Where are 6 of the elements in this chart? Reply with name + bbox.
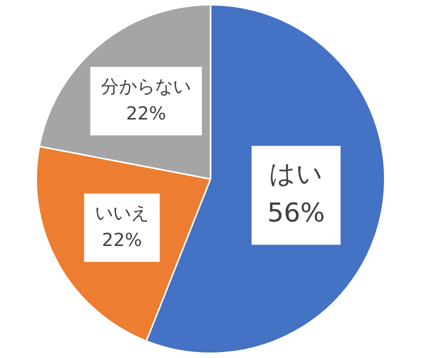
data-label: 56% xyxy=(267,198,325,229)
slice-label: いいえ xyxy=(94,202,149,224)
slice-label: 分からない xyxy=(101,76,192,98)
data-label: 22% xyxy=(126,103,166,124)
data-label: 22% xyxy=(102,230,142,251)
slice-label: はい xyxy=(269,160,324,190)
